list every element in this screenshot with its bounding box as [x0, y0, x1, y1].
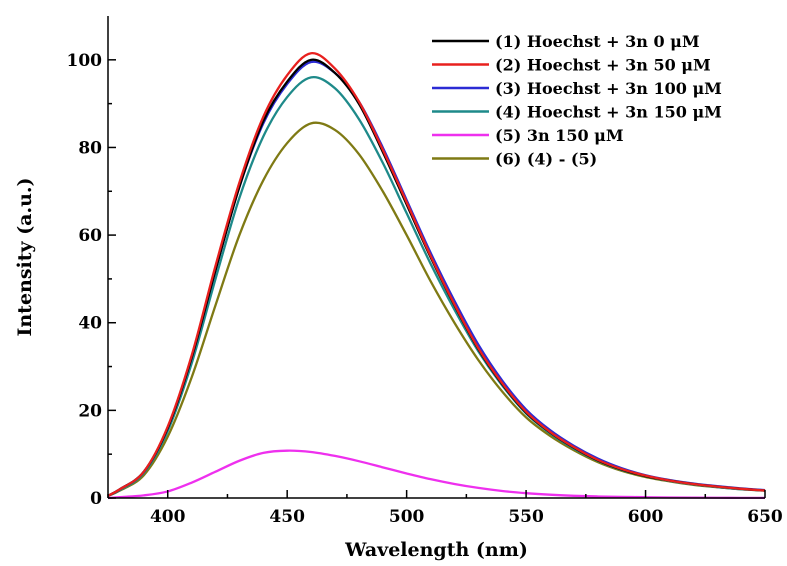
x-tick-label: 450	[269, 507, 305, 527]
series-line-4	[107, 75, 766, 497]
legend: (1) Hoechst + 3n 0 μM (2) Hoechst + 3n 50…	[432, 32, 722, 169]
y-axis-label: Intensity (a.u.)	[14, 177, 36, 336]
legend-label-1: (1) Hoechst + 3n 0 μM	[495, 32, 700, 51]
legend-label-6: (6) (4) - (5)	[495, 150, 597, 169]
x-tick-label: 550	[508, 507, 544, 527]
series-line-5	[107, 449, 766, 500]
y-tick-label: 0	[90, 489, 102, 509]
y-tick-label: 20	[78, 401, 102, 421]
series-line-3	[107, 60, 766, 497]
y-tick-label: 80	[78, 138, 102, 158]
axes-layer: 400 450 500 550 600 650 0 20 40 60 80 100	[67, 16, 783, 527]
x-axis-label: Wavelength (nm)	[344, 539, 528, 561]
y-tick-label: 60	[78, 226, 102, 246]
legend-label-5: (5) 3n 150 μM	[495, 126, 624, 145]
y-tick-label: 40	[78, 314, 102, 334]
legend-label-4: (4) Hoechst + 3n 150 μM	[495, 103, 722, 122]
y-tick-label: 100	[67, 51, 103, 71]
series-line-2	[107, 52, 766, 497]
x-tick-label: 500	[389, 507, 425, 527]
legend-label-2: (2) Hoechst + 3n 50 μM	[495, 56, 711, 75]
x-tick-label: 400	[150, 507, 186, 527]
series-layer	[107, 52, 766, 500]
x-tick-label: 650	[747, 507, 783, 527]
x-tick-label: 600	[628, 507, 664, 527]
legend-label-3: (3) Hoechst + 3n 100 μM	[495, 79, 722, 98]
